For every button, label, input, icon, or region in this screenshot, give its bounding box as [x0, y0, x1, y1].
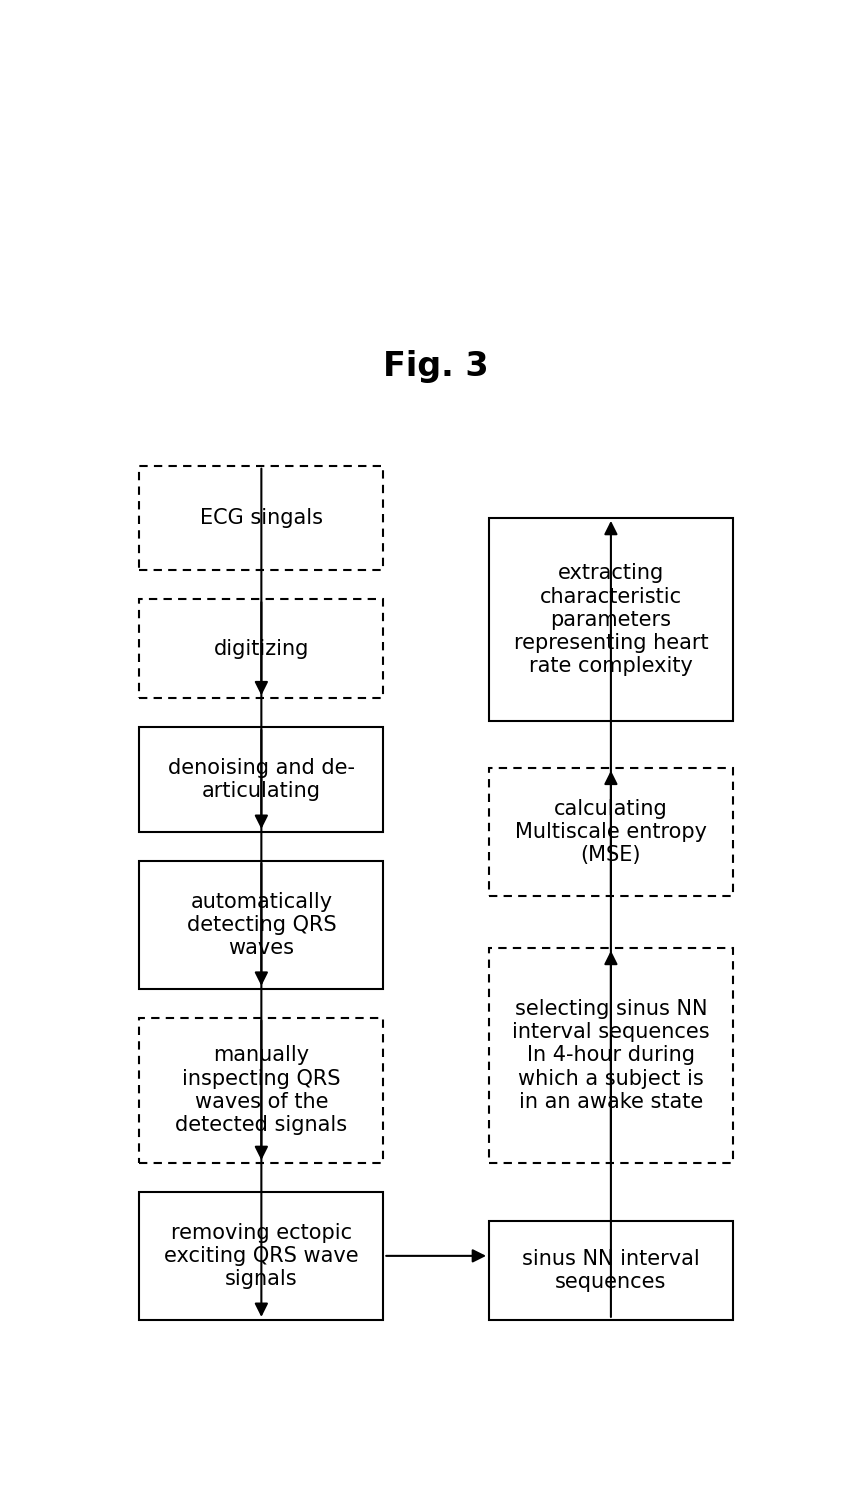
Bar	[140, 860, 383, 988]
Bar	[140, 1192, 383, 1320]
Text: extracting
characteristic
parameters
representing heart
rate complexity: extracting characteristic parameters rep…	[514, 563, 708, 676]
Bar	[140, 599, 383, 699]
Text: digitizing: digitizing	[214, 638, 309, 659]
Bar	[488, 518, 733, 721]
Bar	[140, 466, 383, 570]
Text: ECG singals: ECG singals	[200, 509, 323, 528]
Text: manually
inspecting QRS
waves of the
detected signals: manually inspecting QRS waves of the det…	[175, 1046, 347, 1135]
Text: calculating
Multiscale entropy
(MSE): calculating Multiscale entropy (MSE)	[515, 798, 707, 865]
Bar	[488, 948, 733, 1163]
Bar	[488, 1221, 733, 1320]
Bar	[140, 1017, 383, 1163]
Bar	[140, 727, 383, 831]
Text: selecting sinus NN
interval sequences
In 4-hour during
which a subject is
in an : selecting sinus NN interval sequences In…	[512, 999, 710, 1112]
Text: denoising and de-
articulating: denoising and de- articulating	[168, 758, 355, 801]
Bar	[488, 768, 733, 896]
Text: sinus NN interval
sequences: sinus NN interval sequences	[522, 1249, 700, 1292]
Text: removing ectopic
exciting QRS wave
signals: removing ectopic exciting QRS wave signa…	[164, 1222, 358, 1289]
Text: automatically
detecting QRS
waves: automatically detecting QRS waves	[186, 892, 336, 958]
Text: Fig. 3: Fig. 3	[383, 350, 489, 383]
